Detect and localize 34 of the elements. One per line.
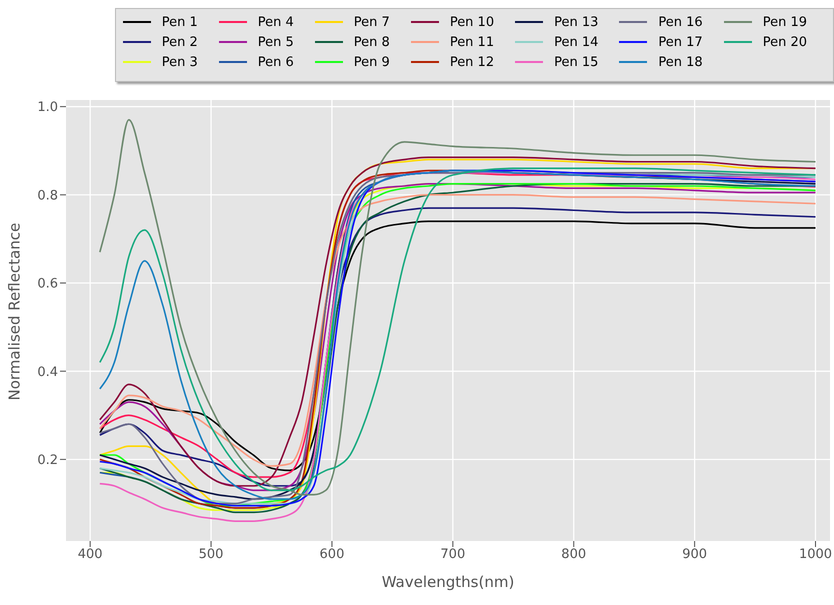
legend-label: Pen 10 <box>450 14 494 30</box>
x-tick-label: 500 <box>198 547 224 562</box>
x-tick-label: 400 <box>78 547 103 562</box>
legend-label: Pen 17 <box>658 34 703 50</box>
legend-label: Pen 3 <box>162 54 198 70</box>
x-axis-title: Wavelengths(nm) <box>382 573 514 591</box>
legend-label: Pen 20 <box>762 34 807 50</box>
legend-label: Pen 18 <box>658 54 703 70</box>
legend-label: Pen 12 <box>450 54 494 70</box>
legend-label: Pen 11 <box>450 34 494 50</box>
y-tick-label: 0.6 <box>37 276 58 292</box>
legend-label: Pen 19 <box>762 14 807 30</box>
y-tick-label: 0.8 <box>37 188 58 204</box>
legend-label: Pen 13 <box>554 14 598 30</box>
legend-label: Pen 7 <box>354 14 390 30</box>
legend-label: Pen 8 <box>354 34 390 50</box>
x-tick-label: 900 <box>682 547 708 562</box>
y-axis-title: Normalised Reflectance <box>5 222 24 400</box>
legend-label: Pen 15 <box>554 54 598 70</box>
x-tick-label: 600 <box>320 547 344 562</box>
legend-label: Pen 16 <box>658 14 703 30</box>
legend-label: Pen 4 <box>258 14 294 30</box>
legend-label: Pen 9 <box>354 54 390 70</box>
legend-label: Pen 5 <box>258 34 294 50</box>
y-tick-label: 0.4 <box>37 364 58 380</box>
legend-label: Pen 2 <box>162 34 198 50</box>
x-tick-label: 700 <box>440 547 466 562</box>
y-tick-label: 1.0 <box>37 100 58 116</box>
legend-label: Pen 14 <box>554 34 598 50</box>
x-tick-label: 1000 <box>798 547 832 562</box>
legend-label: Pen 6 <box>258 54 294 70</box>
x-tick-label: 800 <box>561 547 586 562</box>
legend-label: Pen 1 <box>162 14 198 30</box>
y-tick-label: 0.2 <box>37 453 58 468</box>
